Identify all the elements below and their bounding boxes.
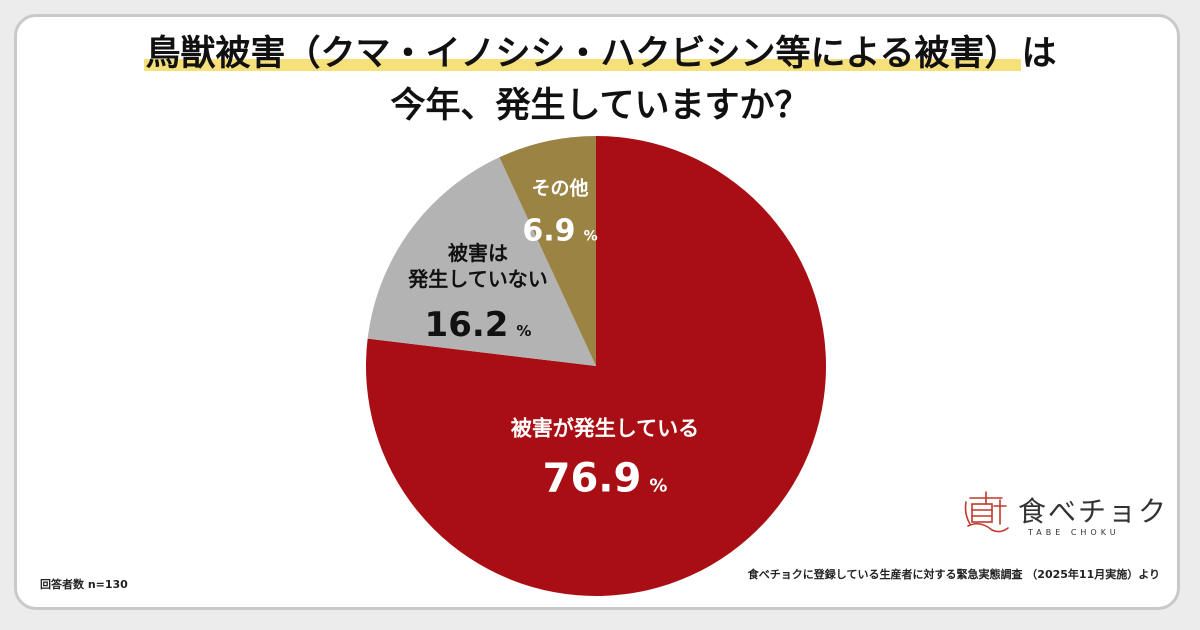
slice-value-label: 16.2% (425, 305, 532, 345)
brand-logo: 食べチョク TABE CHOKU (960, 486, 1166, 546)
title-highlight: 鳥獣被害（クマ・イノシシ・ハクビシン等による被害） (143, 34, 1022, 74)
title-suffix: は (1021, 34, 1057, 74)
title-line-2: 今年、発生していますか？ (390, 86, 810, 126)
pie-slice (499, 136, 596, 366)
logo-subtext: TABE CHOKU (1028, 528, 1120, 537)
slice-value-label: 76.9% (543, 456, 668, 502)
source-note: 食べチョクに登録している生産者に対する緊急実態調査 （2025年11月実施）より (747, 568, 1160, 581)
slice-value-label: 6.9% (522, 214, 597, 249)
slice-category-label: 被害は (448, 241, 508, 265)
slice-label: その他 6.9% (522, 177, 597, 249)
slice-category-label: その他 (531, 177, 588, 200)
chart-title: 鳥獣被害（クマ・イノシシ・ハクビシン等による被害）は 今年、発生していますか？ (0, 28, 1200, 132)
slice-label: 被害が発生している 76.9% (511, 417, 699, 502)
title-line-1: 鳥獣被害（クマ・イノシシ・ハクビシン等による被害）は (0, 28, 1200, 80)
taberu-kanji-logo-icon (964, 491, 1009, 533)
logo-text: 食べチョク (1018, 495, 1169, 528)
pie-slice (367, 157, 596, 366)
slice-category-label: 被害が発生している (511, 417, 699, 441)
slice-category-label: 発生していない (407, 267, 547, 291)
sample-size-note: 回答者数 n=130 (40, 578, 128, 591)
